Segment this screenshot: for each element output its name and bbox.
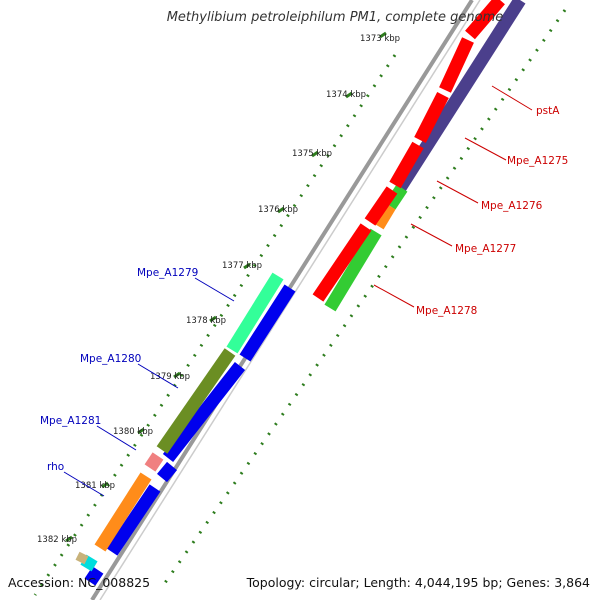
- gene-Mpe_A1278-green[interactable]: [324, 228, 382, 312]
- svg-text:1374 kbp: 1374 kbp: [326, 90, 366, 100]
- gene-red-6[interactable]: [312, 223, 372, 302]
- outer-dotted-ring: [158, 9, 567, 591]
- gene-blue-1[interactable]: [239, 284, 296, 362]
- tick-1378: 1378 kbp: [186, 315, 226, 326]
- tick-1377: 1377 kbp: [222, 261, 262, 271]
- gene-tan[interactable]: [75, 551, 89, 565]
- tick-1382: 1382 kbp: [37, 535, 77, 545]
- reverse-genes: [75, 272, 296, 586]
- gene-cyan[interactable]: [80, 554, 98, 572]
- gene-red-1[interactable]: [465, 0, 505, 40]
- label-Mpe_A1275: Mpe_A1275: [507, 155, 568, 167]
- label-Mpe_A1276: Mpe_A1276: [481, 200, 543, 212]
- svg-text:1377 kbp: 1377 kbp: [222, 261, 262, 271]
- svg-text:1382 kbp: 1382 kbp: [37, 535, 77, 545]
- gene-Mpe_A1279-aqua[interactable]: [226, 272, 284, 354]
- label-Mpe_A1280: Mpe_A1280: [80, 353, 141, 365]
- tick-1375: 1375 kbp: [292, 149, 332, 159]
- forward-gene-labels: pstA Mpe_A1275 Mpe_A1276 Mpe_A1277 Mpe_A…: [373, 85, 568, 317]
- tick-1376: 1376 kbp: [258, 205, 298, 215]
- tick-1380: 1380 kbp: [113, 427, 153, 437]
- gene-blue-5[interactable]: [84, 566, 104, 586]
- reverse-gene-labels: Mpe_A1279 Mpe_A1280 Mpe_A1281 rho: [40, 267, 235, 497]
- label-Mpe_A1278: Mpe_A1278: [416, 305, 477, 317]
- tick-1374: 1374 kbp: [326, 90, 366, 100]
- svg-text:1378 kbp: 1378 kbp: [186, 316, 226, 326]
- label-rho: rho: [47, 461, 64, 473]
- svg-text:1376 kbp: 1376 kbp: [258, 205, 298, 215]
- gene-red-4[interactable]: [389, 141, 424, 189]
- gene-red-3[interactable]: [414, 92, 449, 143]
- gene-blue-2[interactable]: [162, 361, 246, 463]
- svg-text:1375 kbp: 1375 kbp: [292, 149, 332, 159]
- gene-blue-4[interactable]: [106, 484, 161, 556]
- forward-genes: [312, 0, 526, 312]
- gene-Mpe_A1276-green[interactable]: [384, 184, 408, 210]
- tick-1381: 1381 kbp: [75, 481, 115, 491]
- gene-rho-orange[interactable]: [94, 472, 152, 552]
- label-pstA: pstA: [536, 105, 560, 117]
- map-title: Methylibium petroleiphilum PM1, complete…: [166, 10, 504, 25]
- tick-1373: 1373 kbp: [360, 31, 400, 44]
- kbp-ticks: 1373 kbp 1374 kbp 1375 kbp 1376 kbp 1377…: [37, 31, 400, 545]
- gene-Mpe_A1277-orange[interactable]: [372, 202, 396, 230]
- label-Mpe_A1277: Mpe_A1277: [455, 243, 516, 255]
- tick-1379: 1379 kbp: [150, 371, 190, 382]
- inner-dotted-ring: [33, 54, 397, 596]
- gene-Mpe_A1281-pink[interactable]: [144, 452, 164, 472]
- label-Mpe_A1281: Mpe_A1281: [40, 415, 101, 427]
- gene-red-5[interactable]: [364, 186, 398, 226]
- label-Mpe_A1279: Mpe_A1279: [137, 267, 198, 279]
- svg-text:1381 kbp: 1381 kbp: [75, 481, 115, 491]
- gene-pstA[interactable]: [394, 0, 526, 192]
- gene-Mpe_A1280-olive[interactable]: [156, 348, 236, 454]
- svg-text:1380 kbp: 1380 kbp: [113, 427, 153, 437]
- accession-text: Accession: NC_008825: [8, 575, 151, 590]
- svg-text:1373 kbp: 1373 kbp: [360, 34, 400, 44]
- svg-text:1379 kbp: 1379 kbp: [150, 372, 190, 382]
- gene-blue-3[interactable]: [157, 461, 177, 483]
- gene-red-2[interactable]: [439, 37, 474, 93]
- genome-summary-text: Topology: circular; Length: 4,044,195 bp…: [246, 575, 590, 590]
